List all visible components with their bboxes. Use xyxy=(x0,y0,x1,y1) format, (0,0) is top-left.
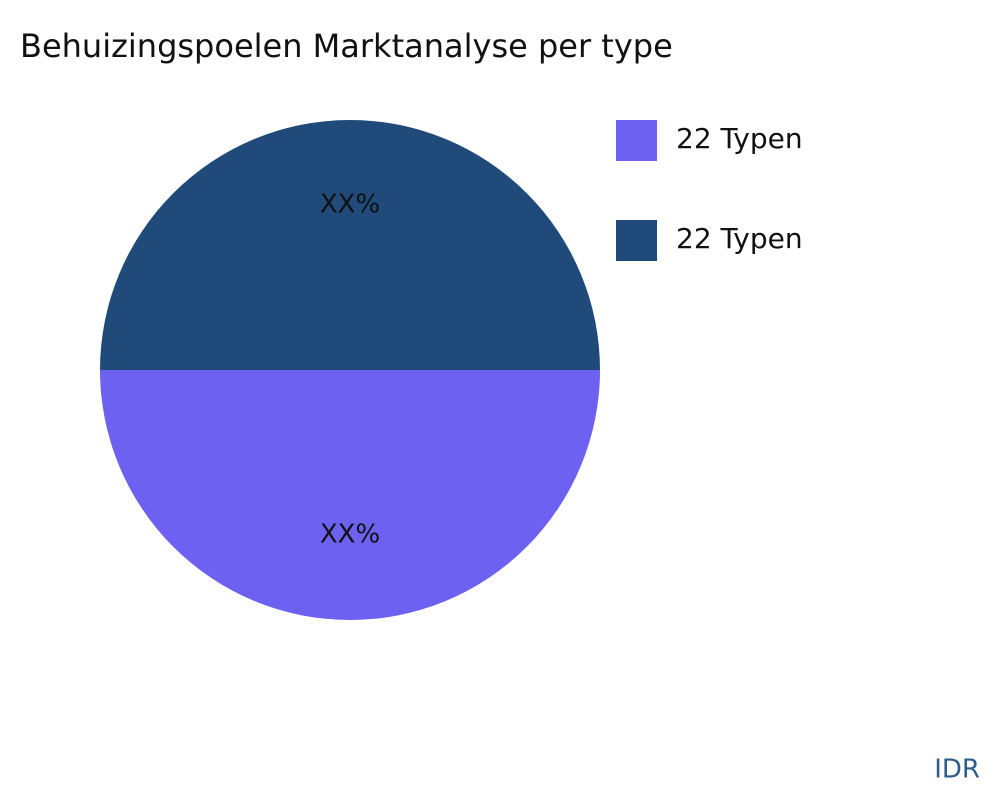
pie-slice xyxy=(100,370,600,620)
pie-slice xyxy=(100,120,600,370)
slice-label: XX% xyxy=(320,520,380,550)
chart-title: Behuizingspoelen Marktanalyse per type xyxy=(20,27,673,65)
slice-label: XX% xyxy=(320,190,380,220)
legend-label: 22 Typen xyxy=(676,222,803,255)
legend-label: 22 Typen xyxy=(676,122,803,155)
legend-swatch xyxy=(616,120,657,161)
legend-swatch xyxy=(616,220,657,261)
watermark: IDR xyxy=(934,755,980,785)
